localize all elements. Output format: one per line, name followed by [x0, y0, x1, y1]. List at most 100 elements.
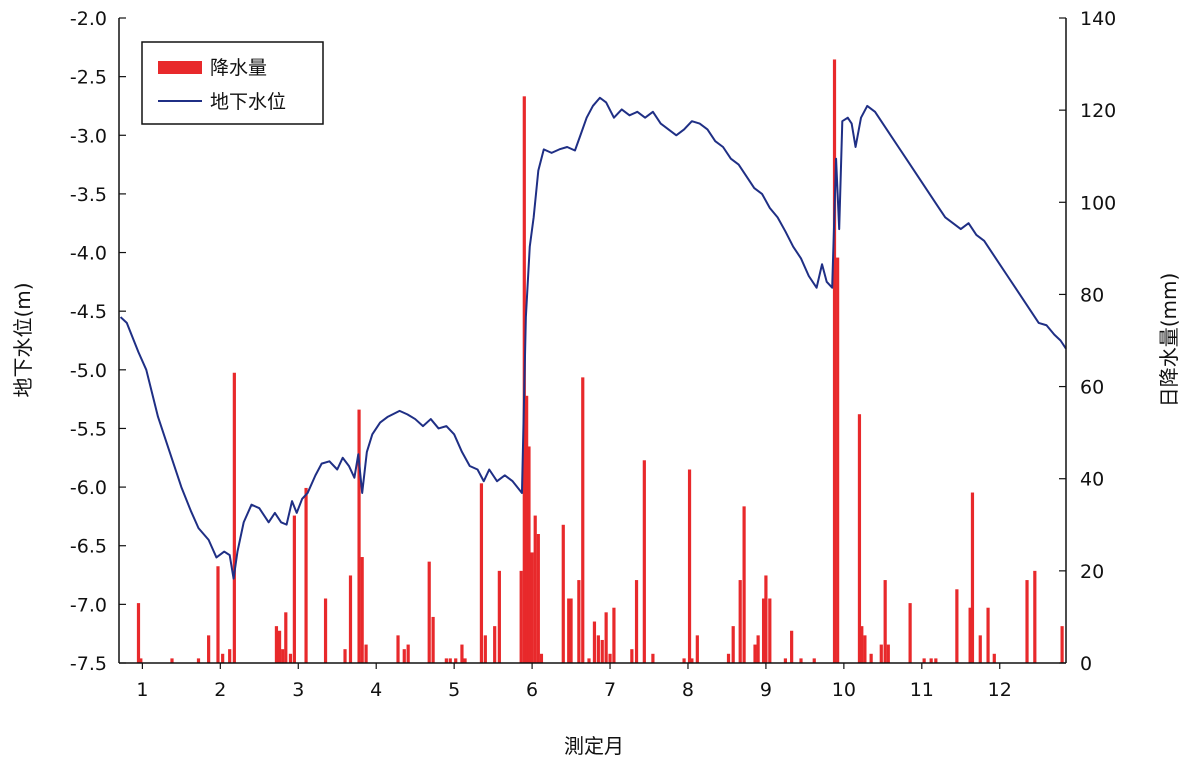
precipitation-bar [883, 580, 887, 663]
precipitation-bar [929, 658, 933, 663]
precipitation-bar [986, 607, 990, 663]
precipitation-bar [539, 653, 544, 663]
precipitation-bar [630, 649, 634, 663]
precipitation-bar [860, 626, 864, 663]
precipitation-bar [753, 644, 757, 663]
precipitation-bar [281, 649, 285, 663]
x-tick-label: 11 [910, 679, 934, 701]
y-left-tick-label: -5.0 [70, 360, 107, 382]
x-tick-label: 5 [448, 679, 460, 701]
precipitation-bar [783, 658, 788, 663]
precipitation-bar [343, 649, 347, 663]
precipitation-bar [836, 257, 840, 663]
precipitation-bar [196, 658, 201, 663]
y-right-tick-label: 40 [1080, 469, 1104, 491]
y-left-tick-label: -5.5 [70, 418, 107, 440]
y-left-tick-label: -3.0 [70, 125, 107, 147]
precipitation-bar [612, 607, 616, 663]
precipitation-bar [955, 589, 959, 663]
y-left-tick-label: -2.5 [70, 67, 107, 89]
precipitation-bar [304, 487, 308, 663]
precipitation-bar [364, 644, 368, 663]
y-left-tick-label: -4.0 [70, 243, 107, 265]
y-axis-right-title: 日降水量(mm) [1157, 273, 1181, 408]
precipitation-bar [978, 635, 982, 663]
precipitation-bar [577, 580, 581, 663]
x-tick-label: 10 [832, 679, 856, 701]
y-left-tick-label: -7.0 [70, 594, 107, 616]
precipitation-bar [799, 658, 803, 663]
groundwater-line-layer [119, 96, 1067, 580]
precipitation-bar [731, 626, 735, 663]
precipitation-bar [968, 607, 972, 663]
precipitation-bar [812, 658, 816, 663]
precipitation-bar [634, 580, 639, 663]
precipitation-bar [360, 557, 364, 663]
legend: 降水量 地下水位 [141, 41, 324, 125]
precipitation-bar [232, 372, 236, 663]
precipitation-bar [483, 635, 487, 663]
y-right-tick-label: 80 [1080, 284, 1104, 306]
precipitation-bar [1033, 570, 1037, 663]
precipitation-bar [519, 570, 523, 663]
precipitation-bar [592, 621, 597, 663]
y-left-tick-label: -3.5 [70, 184, 107, 206]
precipitation-bar [460, 644, 464, 663]
x-tick-label: 12 [988, 679, 1012, 701]
y-left-tick-label: -6.5 [70, 536, 107, 558]
precipitation-bar [463, 658, 467, 663]
precipitation-bar [444, 658, 448, 663]
precipitation-bar [886, 644, 890, 663]
y-left-tick-label: -4.5 [70, 301, 107, 323]
y-right-tick-label: 0 [1080, 653, 1092, 675]
precipitation-bar [277, 630, 282, 663]
precipitation-bar [992, 653, 996, 663]
precipitation-bar [274, 626, 279, 663]
legend-label-groundwater: 地下水位 [210, 91, 286, 113]
precipitation-bars [136, 59, 1064, 663]
precipitation-bar [790, 630, 794, 663]
precipitation-bar [756, 635, 760, 663]
precipitation-bar [608, 653, 612, 663]
precipitation-bar [292, 515, 296, 663]
x-tick-label: 6 [526, 679, 538, 701]
precipitation-bar [323, 598, 328, 663]
precipitation-bar [454, 658, 458, 663]
precipitation-bar [908, 603, 912, 663]
precipitation-bar [742, 506, 746, 663]
precipitation-bar [431, 616, 435, 663]
precipitation-bar [690, 658, 694, 663]
legend-label-precipitation: 降水量 [210, 57, 267, 79]
precipitation-bar [604, 612, 608, 663]
precipitation-bar [396, 635, 400, 663]
precipitation-bar [216, 566, 220, 663]
precipitation-bar [427, 561, 431, 663]
x-tick-label: 7 [604, 679, 616, 701]
precipitation-bar [726, 653, 731, 663]
precipitation-bar [530, 552, 534, 663]
precipitation-bar [764, 575, 768, 663]
precipitation-bar [221, 653, 225, 663]
precipitation-bar [832, 59, 837, 663]
precipitation-bar [561, 524, 565, 663]
legend-swatch-precipitation [158, 61, 202, 74]
precipitation-bar [600, 639, 604, 663]
precipitation-bar [533, 515, 537, 663]
x-axis-title: 測定月 [564, 734, 624, 758]
precipitation-bar [922, 658, 926, 663]
precipitation-bar [567, 598, 571, 663]
precipitation-bar [448, 658, 452, 663]
x-tick-label: 9 [760, 679, 772, 701]
y-right-tick-label: 20 [1080, 561, 1104, 583]
y-right-tick-label: 140 [1080, 8, 1116, 30]
precipitation-bar [207, 635, 211, 663]
x-tick-label: 3 [292, 679, 304, 701]
precipitation-bar [857, 414, 862, 663]
precipitation-bar [869, 653, 873, 663]
y-left-tick-label: -2.0 [70, 8, 107, 30]
precipitation-bar [863, 635, 867, 663]
precipitation-bar [738, 580, 742, 663]
precipitation-bar [687, 469, 692, 663]
precipitation-bar [879, 644, 883, 663]
precipitation-bar [581, 377, 585, 663]
